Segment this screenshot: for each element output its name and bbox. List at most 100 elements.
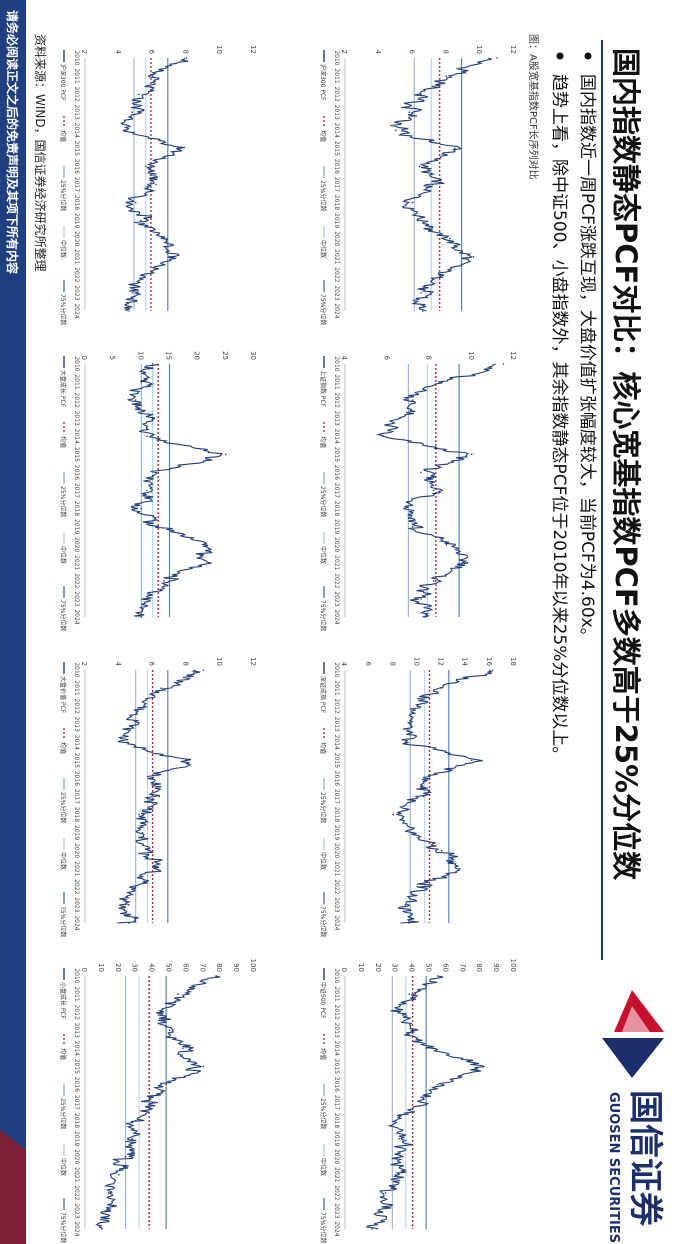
x-tick-label: 2024 [333,303,340,318]
chart-panel-7: 2 4 6 8 10 12 2010 2011 2012 2013 2014 2015 2016 2017… [59,657,257,937]
x-tick-label: 2010 [73,356,80,371]
y-tick-label: 50 [425,963,433,972]
data-point [440,687,443,689]
x-tick-label: 2011 [333,680,340,695]
y-tick-label: 14 [461,657,469,666]
x-tick-label: 2015 [333,447,340,462]
data-point [216,975,218,977]
x-tick-label: 2017 [73,483,80,498]
data-point [202,1065,205,1068]
x-tick-label: 2010 [333,968,340,983]
data-point [410,723,413,726]
data-point [394,1173,397,1176]
data-point [140,381,143,383]
x-tick-label: 2020 [333,843,340,858]
series-line [120,57,189,312]
x-tick-label: 2020 [73,843,80,858]
legend-label: 均值 [59,436,67,448]
x-tick-label: 2014 [73,123,80,138]
legend-label: 上证指数 PCF [319,370,327,408]
x-tick-label: 2014 [73,735,80,750]
data-point [146,435,148,438]
legend-label: 均值 [319,1048,327,1060]
legend-label: 均值 [59,1048,67,1060]
y-tick-label: 8 [181,662,189,666]
x-tick-label: 2012 [333,393,340,408]
data-point [225,453,227,456]
x-tick-label: 2023 [333,897,340,912]
data-point [134,886,137,888]
chart-panel-2: 4 6 8 10 12 2010 2011 2012 2013 2014 2015 2016 2017 2… [319,351,517,631]
x-tick-label: 2022 [73,1185,80,1200]
data-point [448,237,451,240]
data-point [143,705,145,707]
data-point [416,219,419,222]
x-tick-label: 2019 [73,213,80,228]
data-point [403,507,405,510]
x-tick-label: 2019 [333,519,340,534]
legend-label: 中位数 [319,546,327,564]
x-tick-label: 2013 [73,411,80,426]
data-point [404,904,407,906]
legend-label: 大盘成长 PCF [59,370,67,408]
data-point [168,255,171,258]
x-tick-label: 2019 [333,213,340,228]
x-tick-label: 2023 [73,591,80,606]
x-tick-label: 2023 [73,1203,80,1218]
data-point [496,57,498,59]
y-tick-label: 40 [408,963,416,972]
x-tick-label: 2011 [73,986,80,1001]
x-tick-label: 2010 [333,50,340,65]
x-tick-label: 2015 [73,753,80,768]
x-tick-label: 2014 [73,1041,80,1056]
data-point [160,1011,162,1013]
y-tick-label: 30 [391,963,399,972]
x-tick-label: 2012 [333,1005,340,1020]
x-tick-label: 2012 [333,87,340,102]
x-tick-label: 2010 [333,356,340,371]
data-point [424,616,427,618]
x-tick-label: 2023 [333,591,340,606]
data-point [138,93,140,95]
data-point [107,1192,110,1194]
x-tick-label: 2017 [333,177,340,192]
data-point [428,777,431,780]
x-tick-label: 2021 [333,1167,340,1182]
x-tick-label: 2018 [333,195,340,210]
data-point [202,543,205,546]
x-tick-label: 2021 [73,861,80,876]
legend-label: 中位数 [59,240,67,258]
data-point [140,616,143,618]
y-tick-label: 60 [181,963,189,972]
y-tick-label: 80 [215,963,223,972]
x-tick-label: 2011 [333,986,340,1001]
y-tick-label: 15 [165,351,173,360]
x-tick-label: 2012 [73,87,80,102]
y-tick-label: 20 [193,351,201,360]
x-tick-label: 2012 [73,1005,80,1020]
x-tick-label: 2018 [73,1113,80,1128]
brand-name-cn: 国信证券 [625,1090,665,1227]
x-tick-label: 2022 [73,573,80,588]
data-point [123,129,125,132]
x-tick-label: 2016 [73,771,80,786]
footer-bar: 请务必阅读正文之后的免责声明及其项下所有内容 [0,0,26,1244]
x-tick-label: 2024 [333,1221,340,1236]
data-point [151,1101,154,1104]
legend-label: 75%分位数 [319,600,327,631]
legend-label: 25%分位数 [319,792,327,823]
chart-panel-6: 0 5 10 15 20 25 30 2010 2011 2012 2013 2014 2015 2016… [59,351,257,631]
x-tick-label: 2022 [333,1185,340,1200]
y-tick-label: 12 [249,45,257,54]
y-tick-label: 40 [148,963,156,972]
bullet-dot [556,52,564,60]
data-point [157,471,160,474]
x-tick-label: 2021 [73,249,80,264]
data-point [131,292,134,294]
x-tick-label: 2014 [333,123,340,138]
data-point [165,237,167,240]
y-tick-label: 30 [131,963,139,972]
